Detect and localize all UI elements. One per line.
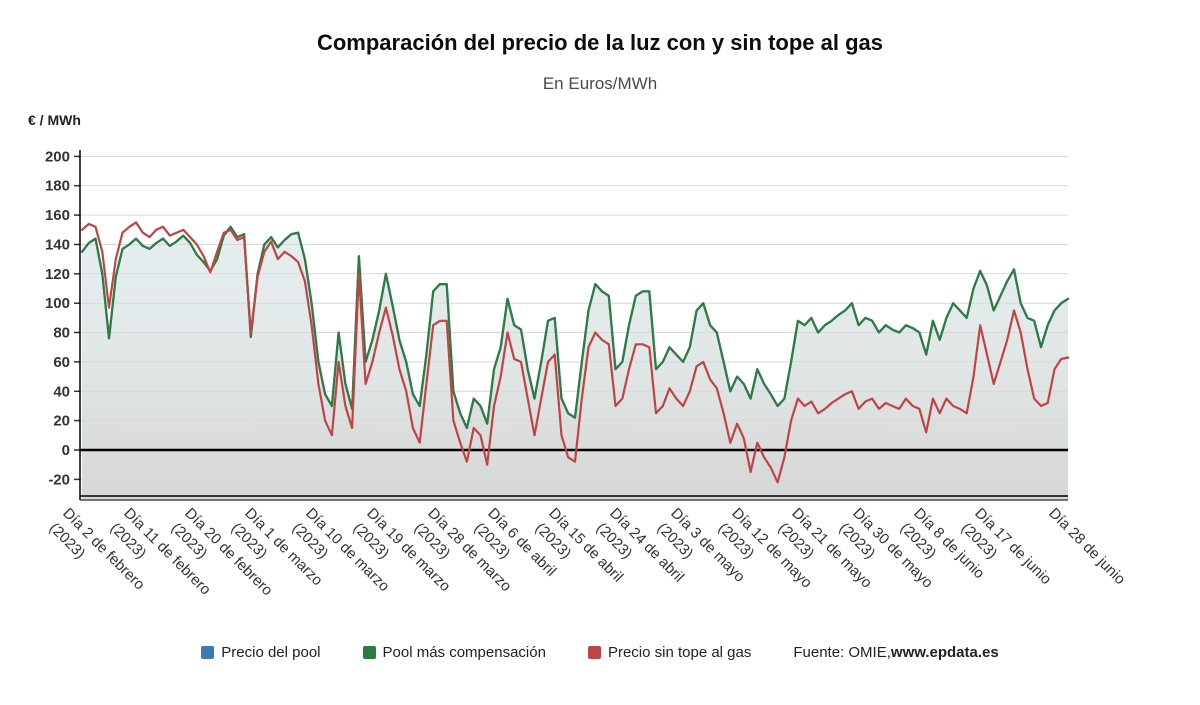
legend-item-pool-mas-compensacion[interactable]: Pool más compensación bbox=[362, 644, 546, 661]
svg-text:-20: -20 bbox=[48, 471, 70, 488]
legend-swatch-red bbox=[587, 646, 601, 659]
svg-text:40: 40 bbox=[53, 383, 70, 400]
svg-text:80: 80 bbox=[53, 325, 70, 342]
svg-text:140: 140 bbox=[45, 237, 70, 254]
legend-swatch-green bbox=[362, 646, 376, 659]
legend-swatch-blue bbox=[201, 646, 215, 659]
svg-text:200: 200 bbox=[45, 148, 70, 165]
x-axis-label: Día 20 de febrero (2023) bbox=[167, 504, 276, 600]
svg-text:120: 120 bbox=[45, 266, 70, 283]
svg-text:0: 0 bbox=[62, 442, 70, 459]
source-prefix: Fuente: OMIE, bbox=[793, 644, 891, 661]
source-site-link[interactable]: www.epdata.es bbox=[890, 644, 999, 661]
svg-text:20: 20 bbox=[53, 413, 70, 430]
x-axis-label: Día 11 de febrero (2023) bbox=[106, 504, 214, 599]
legend-item-precio-del-pool[interactable]: Precio del pool bbox=[201, 644, 321, 661]
svg-text:60: 60 bbox=[53, 354, 70, 371]
svg-text:180: 180 bbox=[45, 178, 70, 195]
legend-label-pool-mas-compensacion: Pool más compensación bbox=[382, 644, 546, 661]
svg-text:160: 160 bbox=[45, 207, 70, 224]
svg-text:100: 100 bbox=[45, 295, 70, 312]
legend-item-precio-sin-tope[interactable]: Precio sin tope al gas bbox=[587, 644, 752, 661]
legend-label-precio-del-pool: Precio del pool bbox=[221, 644, 321, 661]
y-axis-title: € / MWh bbox=[28, 112, 81, 128]
source-attribution: Fuente: OMIE, www.epdata.es bbox=[793, 644, 998, 661]
legend-label-precio-sin-tope: Precio sin tope al gas bbox=[607, 644, 752, 661]
chart-subtitle: En Euros/MWh bbox=[542, 74, 658, 93]
chart-title: Comparación del precio de la luz con y s… bbox=[316, 30, 884, 55]
x-axis-labels: Día 2 de febrero (2023) Día 11 de febrero(… bbox=[0, 504, 1200, 664]
chart-legend: Precio del pool Pool más compensación Pr… bbox=[0, 644, 1200, 661]
